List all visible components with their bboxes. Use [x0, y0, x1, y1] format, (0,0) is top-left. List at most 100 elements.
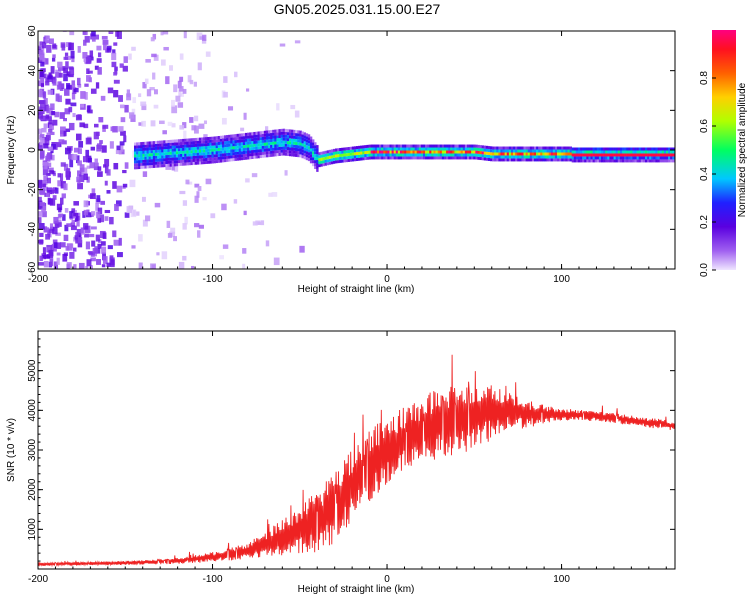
spectrogram-ridge-cell — [399, 156, 403, 160]
spectrogram-noise-cell — [131, 245, 136, 249]
spectrogram-noise-cell — [97, 243, 102, 249]
spectrogram-ridge-cell — [213, 160, 216, 164]
spectrogram-noise-cell — [128, 112, 135, 119]
spectrogram-ridge-cell — [358, 154, 361, 158]
spectrogram-ridge-cell — [272, 144, 275, 148]
spectrogram-noise-cell — [94, 34, 100, 40]
spectrogram-ridge-cell — [301, 140, 304, 144]
spectrogram-ridge-cell — [410, 147, 413, 151]
spectrogram-ridge-cell — [485, 157, 489, 161]
spectrogram-ridge-cell — [293, 132, 296, 136]
spectrogram-ridge-cell — [538, 152, 541, 156]
spectrogram-ridge-cell — [402, 156, 405, 160]
spectrogram-ridge-cell — [605, 150, 608, 154]
spectrogram-noise-cell — [71, 154, 78, 161]
spectrogram-noise-cell — [120, 117, 126, 123]
spectrogram-ridge-cell — [228, 149, 231, 153]
spectrogram-ridge-cell — [238, 136, 242, 140]
spectrogram-ridge-cell — [320, 157, 323, 161]
spectrogram-noise-cell — [50, 103, 55, 111]
spectrogram-ridge-cell — [146, 159, 149, 163]
spectrogram-ridge-cell — [368, 144, 371, 148]
spectrogram-noise-cell — [80, 227, 84, 234]
spectrogram-ridge-cell — [309, 151, 313, 155]
spectrogram-ridge-cell — [236, 157, 240, 161]
spectrogram-ridge-cell — [190, 159, 193, 163]
spectrogram-ridge-cell — [370, 147, 374, 151]
spectrogram-ridge-cell — [265, 151, 269, 155]
spectrogram-noise-cell — [91, 31, 96, 37]
spectrogram-ridge-cell — [362, 151, 365, 155]
spectrogram-ridge-cell — [607, 159, 610, 163]
spectrogram-noise-cell — [83, 173, 88, 181]
spectrogram-ridge-cell — [353, 149, 357, 153]
spectrogram-ridge-cell — [215, 148, 219, 152]
spectrogram-ridge-cell — [513, 158, 516, 162]
spectrogram-ridge-cell — [136, 157, 139, 161]
spectrogram-noise-cell — [114, 203, 119, 212]
spectrogram-noise-cell — [39, 100, 46, 109]
spectrogram-ridge-cell — [159, 140, 162, 144]
spectrogram-noise-cell — [46, 44, 52, 53]
spectrogram-ridge-cell — [198, 140, 202, 144]
spectrogram-ridge-cell — [450, 147, 453, 151]
spectrogram-ridge-cell — [240, 133, 244, 137]
spectrogram-ridge-cell — [263, 133, 267, 137]
spectrogram-ridge-cell — [473, 147, 476, 151]
spectrogram-ridge-cell — [167, 140, 170, 144]
spectrogram-ridge-cell — [523, 146, 526, 150]
spectrogram-noise-cell — [76, 176, 81, 183]
spectrogram-ridge-cell — [238, 145, 242, 149]
spectrogram-ridge-cell — [506, 158, 510, 162]
spectrogram-ridge-cell — [161, 152, 164, 156]
spectrogram-ridge-cell — [209, 157, 212, 161]
spectrogram-noise-cell — [39, 54, 45, 61]
spectrogram-ridge-cell — [517, 155, 520, 159]
spectrogram-ridge-cell — [133, 160, 137, 164]
spectrogram-noise-cell — [55, 232, 61, 236]
spectrogram-ridge-cell — [670, 150, 673, 154]
spectrogram-ridge-cell — [240, 151, 244, 155]
spectrogram-noise-cell — [245, 178, 250, 183]
colorbar-tick-label: 0.0 — [699, 263, 710, 277]
spectrogram-ridge-cell — [152, 150, 156, 154]
spectrogram-ridge-cell — [282, 134, 286, 138]
spectrogram-noise-cell — [39, 232, 44, 238]
spectrogram-ridge-cell — [314, 154, 317, 158]
spectrogram-ridge-cell — [169, 151, 172, 155]
spectrogram-ridge-cell — [138, 142, 141, 146]
spectrogram-ridge-cell — [270, 133, 273, 137]
spectrogram-noise-cell — [48, 72, 52, 79]
spectrogram-ridge-cell — [328, 149, 332, 153]
spectrogram-noise-cell — [182, 255, 187, 261]
spectrogram-noise-cell — [63, 130, 67, 137]
spectrogram-ridge-cell — [360, 154, 363, 158]
spectrogram-noise-cell — [104, 216, 109, 221]
spectrogram-ridge-cell — [339, 150, 342, 154]
spectrogram-ridge-cell — [588, 153, 591, 157]
spectrogram-ridge-cell — [494, 158, 497, 162]
spectrogram-ridge-cell — [636, 147, 640, 151]
spectrogram-noise-cell — [60, 130, 66, 137]
spectrogram-ridge-cell — [483, 148, 487, 152]
spectrogram-ridge-cell — [190, 153, 193, 157]
snr-y-tick-label: 2000 — [27, 478, 38, 501]
spectrogram-noise-cell — [294, 110, 300, 118]
spectrogram-ridge-cell — [234, 151, 237, 155]
snr-area — [38, 354, 675, 568]
spectrogram-noise-cell — [112, 230, 117, 238]
spectrogram-ridge-cell — [582, 153, 585, 157]
spectrogram-ridge-cell — [523, 155, 526, 159]
spectrogram-noise-cell — [46, 187, 53, 192]
spectrogram-noise-cell — [56, 203, 63, 211]
spectrogram-ridge-cell — [567, 152, 570, 156]
spectrogram-ridge-cell — [152, 147, 156, 151]
spectrogram-ridge-cell — [159, 143, 162, 147]
spectrogram-ridge-cell — [376, 153, 380, 157]
spectrogram-noise-cell — [38, 223, 45, 230]
spectrogram-noise-cell — [43, 123, 48, 129]
spectrogram-ridge-cell — [433, 150, 436, 154]
spectrogram-ridge-cell — [293, 138, 296, 142]
spectrogram-ridge-cell — [221, 144, 225, 148]
spectrogram-ridge-cell — [433, 153, 436, 157]
